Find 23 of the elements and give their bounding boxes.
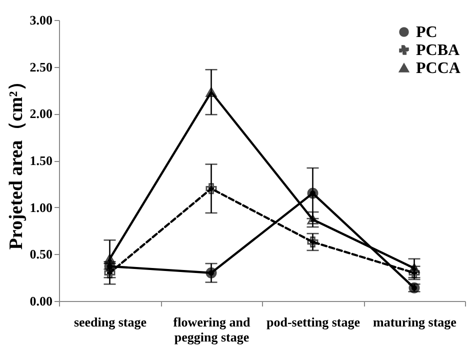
point [206,267,217,278]
point [206,183,217,194]
y-tick-label: 2.50 [30,59,52,74]
point [206,87,217,97]
legend-label: PCBA [416,42,460,59]
x-tick-label: pod-setting stage [266,314,360,330]
point [104,254,116,264]
point [104,267,116,278]
point [307,188,318,199]
point [307,236,318,248]
legend-label: PCCA [416,60,461,77]
y-tick-label: 1.00 [30,200,52,215]
x-tick-label: flowering and pegging stage [173,314,251,344]
legend-label: PC [416,24,438,41]
x-tick-label: seeding stage [74,314,147,330]
x-tick-label: maturing stage [373,314,457,330]
point [307,214,318,224]
y-axis-title: Projeted area（cm²） [6,72,27,250]
y-tick-label: 1.50 [30,153,52,168]
y-tick-label: 0.00 [30,294,52,308]
y-tick-label: 0.50 [30,246,52,262]
y-tick-label: 3.00 [30,12,52,28]
y-tick-label: 2.00 [30,106,52,122]
